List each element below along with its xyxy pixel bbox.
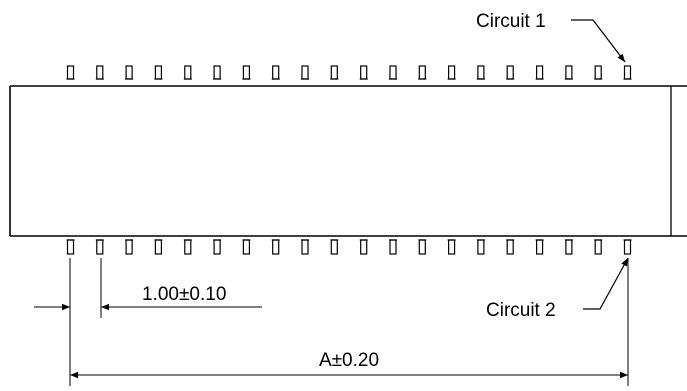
bottom-pin xyxy=(477,239,485,255)
top-pin xyxy=(272,65,280,80)
top-pin xyxy=(154,65,162,80)
top-pin xyxy=(66,65,75,80)
bottom-pin xyxy=(448,239,456,255)
top-pin xyxy=(301,65,309,80)
bottom-pin xyxy=(535,239,544,255)
top-pin xyxy=(330,65,338,80)
circuit-2-callout: Circuit 2 xyxy=(486,257,629,321)
bottom-pin xyxy=(272,239,280,255)
bottom-pin xyxy=(565,239,573,255)
top-pin xyxy=(389,65,397,80)
bottom-pin xyxy=(301,239,309,255)
top-pin xyxy=(565,65,573,80)
bottom-pin xyxy=(330,239,338,255)
top-pin xyxy=(125,65,133,80)
bottom-pin xyxy=(389,239,397,255)
top-pin xyxy=(213,65,221,80)
bottom-pin xyxy=(96,239,104,255)
top-pin xyxy=(184,65,192,80)
circuit-1-leader xyxy=(571,19,626,63)
top-pin xyxy=(242,65,250,80)
pitch-dimension: 1.00±0.10 xyxy=(34,258,262,386)
bottom-pin xyxy=(154,239,162,255)
top-pin-row xyxy=(66,65,632,80)
top-pin xyxy=(623,65,632,80)
top-pin xyxy=(360,65,368,80)
bottom-pin xyxy=(125,239,133,255)
circuit-1-label: Circuit 1 xyxy=(476,11,546,32)
circuit-2-label: Circuit 2 xyxy=(486,300,556,321)
top-pin xyxy=(506,65,514,80)
overall-dimension-label: A±0.20 xyxy=(319,350,379,371)
bottom-pin xyxy=(213,239,221,255)
top-pin xyxy=(477,65,485,80)
circuit-1-callout: Circuit 1 xyxy=(476,11,626,63)
bottom-pin xyxy=(506,239,514,255)
bottom-pin xyxy=(418,239,426,255)
top-pin xyxy=(418,65,426,80)
top-pin xyxy=(96,65,104,80)
overall-dimension: A±0.20 xyxy=(70,258,629,386)
bottom-pin xyxy=(594,239,602,255)
circuit-2-leader xyxy=(583,257,629,310)
top-pin xyxy=(594,65,602,80)
top-pin xyxy=(448,65,456,80)
bottom-pin-row xyxy=(66,239,632,255)
bottom-pin xyxy=(242,239,250,255)
bottom-pin xyxy=(66,239,75,255)
bottom-pin xyxy=(623,239,632,255)
connector-body xyxy=(9,85,687,237)
bottom-pin xyxy=(184,239,192,255)
bottom-pin xyxy=(360,239,368,255)
pitch-dimension-label: 1.00±0.10 xyxy=(142,284,226,305)
top-pin xyxy=(535,65,544,80)
